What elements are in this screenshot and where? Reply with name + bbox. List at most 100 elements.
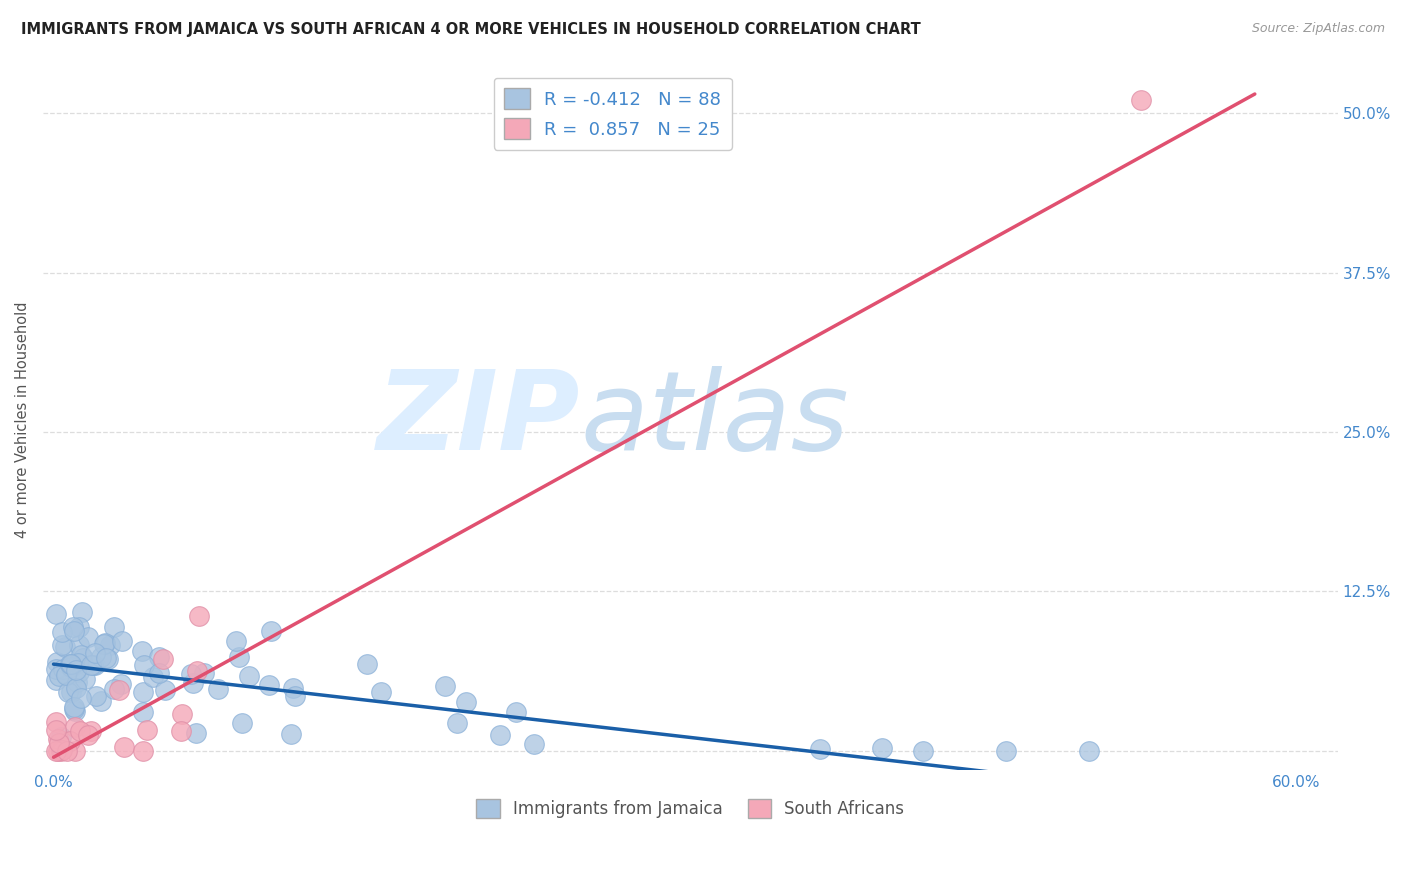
- Point: [522, 737, 544, 751]
- Point: [56, 685, 79, 699]
- Point: [70, 648, 93, 662]
- Point: [98, 638, 121, 652]
- Point: [90, 694, 112, 708]
- Point: [1078, 744, 1101, 758]
- Point: [75, 672, 97, 686]
- Y-axis label: 4 or more Vehicles in Household: 4 or more Vehicles in Household: [15, 301, 30, 538]
- Text: Source: ZipAtlas.com: Source: ZipAtlas.com: [1251, 22, 1385, 36]
- Point: [238, 669, 260, 683]
- Point: [187, 609, 209, 624]
- Point: [52, 662, 75, 676]
- Point: [132, 705, 155, 719]
- Point: [62, 620, 84, 634]
- Point: [63, 702, 86, 716]
- Point: [65, 665, 87, 679]
- Point: [259, 678, 281, 692]
- Point: [72, 605, 94, 619]
- Point: [66, 656, 89, 670]
- Point: [94, 650, 117, 665]
- Point: [142, 670, 165, 684]
- Point: [108, 683, 131, 698]
- Point: [356, 657, 378, 671]
- Point: [63, 744, 86, 758]
- Point: [51, 744, 73, 758]
- Point: [51, 624, 73, 639]
- Point: [82, 658, 104, 673]
- Point: [53, 640, 76, 655]
- Point: [446, 715, 468, 730]
- Point: [45, 723, 67, 737]
- Point: [46, 744, 69, 758]
- Point: [186, 664, 208, 678]
- Point: [45, 607, 67, 621]
- Point: [59, 734, 82, 748]
- Point: [280, 727, 302, 741]
- Point: [46, 731, 69, 746]
- Point: [231, 715, 253, 730]
- Point: [69, 724, 91, 739]
- Point: [148, 650, 170, 665]
- Point: [55, 667, 77, 681]
- Point: [59, 658, 82, 673]
- Point: [45, 715, 67, 730]
- Point: [454, 694, 477, 708]
- Point: [55, 744, 77, 758]
- Point: [59, 660, 82, 674]
- Point: [62, 624, 84, 638]
- Point: [76, 630, 98, 644]
- Point: [51, 742, 73, 756]
- Point: [193, 666, 215, 681]
- Point: [281, 681, 304, 696]
- Point: [94, 636, 117, 650]
- Point: [110, 677, 132, 691]
- Point: [84, 646, 107, 660]
- Point: [93, 636, 115, 650]
- Point: [870, 741, 893, 756]
- Point: [48, 736, 70, 750]
- Point: [45, 656, 67, 670]
- Point: [70, 691, 93, 706]
- Point: [114, 740, 136, 755]
- Point: [505, 705, 527, 719]
- Text: atlas: atlas: [581, 366, 849, 473]
- Point: [65, 663, 87, 677]
- Point: [370, 685, 392, 699]
- Legend: Immigrants from Jamaica, South Africans: Immigrants from Jamaica, South Africans: [470, 792, 911, 825]
- Point: [488, 729, 510, 743]
- Point: [148, 666, 170, 681]
- Point: [67, 665, 90, 679]
- Point: [80, 658, 103, 673]
- Point: [808, 742, 831, 756]
- Point: [260, 624, 283, 639]
- Point: [434, 679, 457, 693]
- Point: [72, 650, 94, 665]
- Point: [131, 644, 153, 658]
- Point: [170, 724, 193, 739]
- Point: [995, 744, 1018, 758]
- Point: [136, 723, 159, 738]
- Point: [912, 744, 935, 758]
- Point: [90, 649, 112, 664]
- Point: [172, 706, 194, 721]
- Point: [1129, 94, 1152, 108]
- Point: [66, 675, 89, 690]
- Point: [59, 657, 82, 671]
- Point: [55, 668, 77, 682]
- Point: [132, 685, 155, 699]
- Point: [49, 730, 72, 744]
- Point: [184, 725, 207, 739]
- Point: [63, 720, 86, 734]
- Point: [59, 657, 82, 672]
- Point: [48, 669, 70, 683]
- Point: [103, 620, 125, 634]
- Point: [103, 682, 125, 697]
- Point: [69, 620, 91, 634]
- Point: [76, 728, 98, 742]
- Point: [67, 638, 90, 652]
- Point: [181, 676, 204, 690]
- Point: [83, 658, 105, 673]
- Point: [284, 689, 307, 703]
- Point: [84, 689, 107, 703]
- Point: [225, 634, 247, 648]
- Point: [51, 639, 73, 653]
